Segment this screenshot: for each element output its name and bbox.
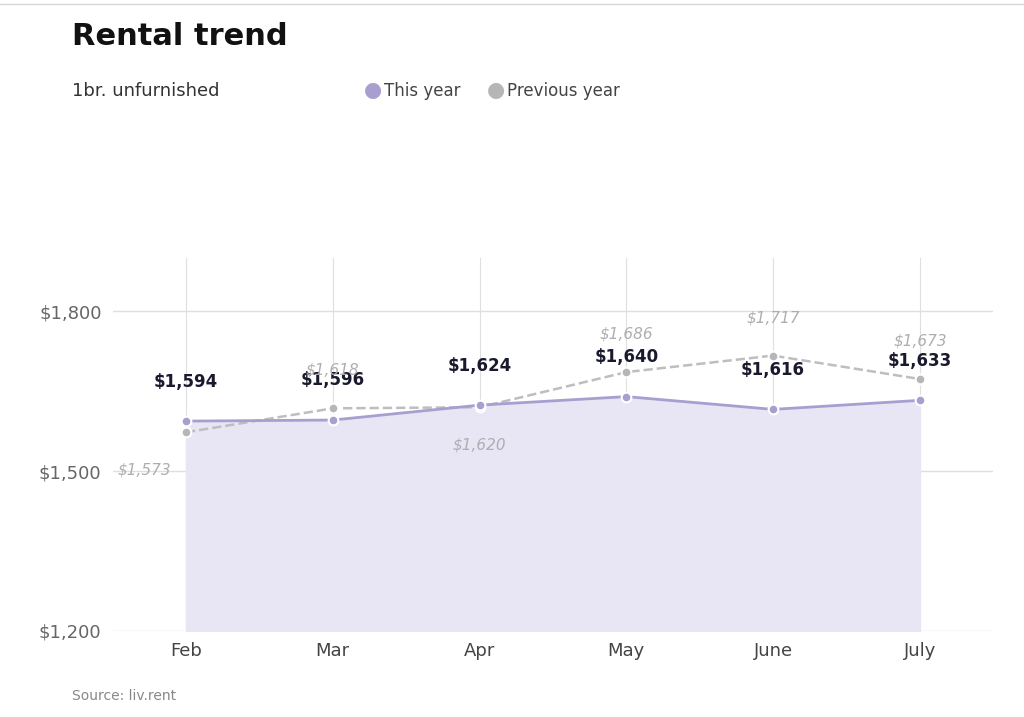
Text: Previous year: Previous year xyxy=(507,82,620,100)
Text: $1,686: $1,686 xyxy=(599,326,653,341)
Text: $1,618: $1,618 xyxy=(306,363,359,378)
Text: 1br. unfurnished: 1br. unfurnished xyxy=(72,82,219,100)
Text: $1,717: $1,717 xyxy=(746,310,800,325)
Text: ●: ● xyxy=(364,80,382,100)
Text: $1,594: $1,594 xyxy=(154,373,218,391)
Text: $1,620: $1,620 xyxy=(453,438,507,453)
Text: $1,673: $1,673 xyxy=(893,333,947,348)
Text: This year: This year xyxy=(384,82,461,100)
Text: $1,624: $1,624 xyxy=(447,356,512,374)
Text: $1,573: $1,573 xyxy=(118,463,171,478)
Text: Source: liv.rent: Source: liv.rent xyxy=(72,688,176,703)
Text: $1,596: $1,596 xyxy=(301,371,365,389)
Text: ●: ● xyxy=(486,80,505,100)
Text: $1,640: $1,640 xyxy=(594,348,658,366)
Text: Rental trend: Rental trend xyxy=(72,22,288,50)
Text: $1,633: $1,633 xyxy=(888,352,952,370)
Text: $1,616: $1,616 xyxy=(741,361,805,379)
